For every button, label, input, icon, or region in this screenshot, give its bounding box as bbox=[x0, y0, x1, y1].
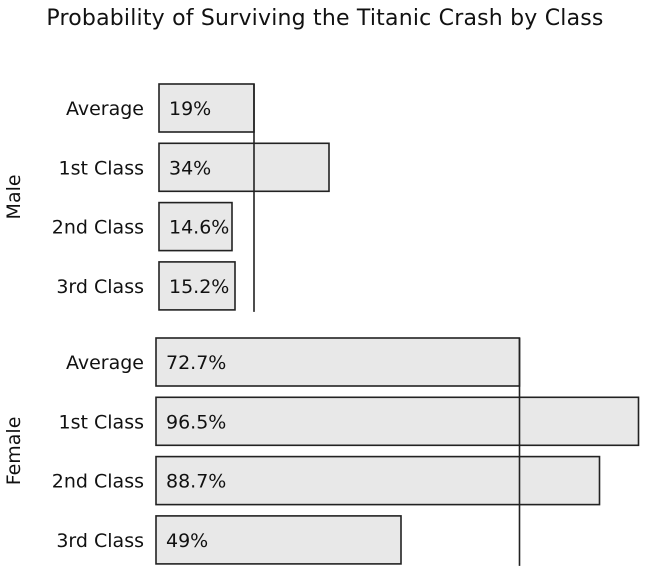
male-bar-3 bbox=[158, 201, 233, 252]
female-value-label-3: 88.7% bbox=[166, 471, 226, 493]
male-category-label-4: 3rd Class bbox=[56, 276, 144, 298]
female-bar-1 bbox=[155, 337, 521, 387]
female-bar-3 bbox=[155, 455, 601, 506]
male-category-label-1: Average bbox=[66, 98, 144, 120]
female-bar-2 bbox=[155, 396, 640, 447]
female-category-label-4: 3rd Class bbox=[56, 530, 144, 552]
male-bar-4 bbox=[158, 261, 236, 311]
female-value-label-2: 96.5% bbox=[166, 411, 226, 433]
male-value-label-4: 15.2% bbox=[169, 276, 229, 298]
male-group-label: Male bbox=[3, 174, 25, 219]
male-category-label-2: 1st Class bbox=[59, 157, 144, 179]
female-category-label-1: Average bbox=[66, 352, 144, 374]
female-value-label-4: 49% bbox=[166, 530, 208, 552]
chart-title: Probability of Surviving the Titanic Cra… bbox=[46, 6, 604, 31]
female-group-label: Female bbox=[3, 417, 25, 486]
female-value-label-1: 72.7% bbox=[166, 352, 226, 374]
female-category-label-3: 2nd Class bbox=[52, 471, 144, 493]
male-value-label-2: 34% bbox=[169, 157, 211, 179]
male-bar-2 bbox=[158, 142, 330, 193]
male-bar-1 bbox=[158, 83, 255, 133]
male-value-label-1: 19% bbox=[169, 98, 211, 120]
male-value-label-3: 14.6% bbox=[169, 217, 229, 239]
female-bar-4 bbox=[155, 515, 402, 565]
male-category-label-3: 2nd Class bbox=[52, 217, 144, 239]
female-category-label-2: 1st Class bbox=[59, 411, 144, 433]
